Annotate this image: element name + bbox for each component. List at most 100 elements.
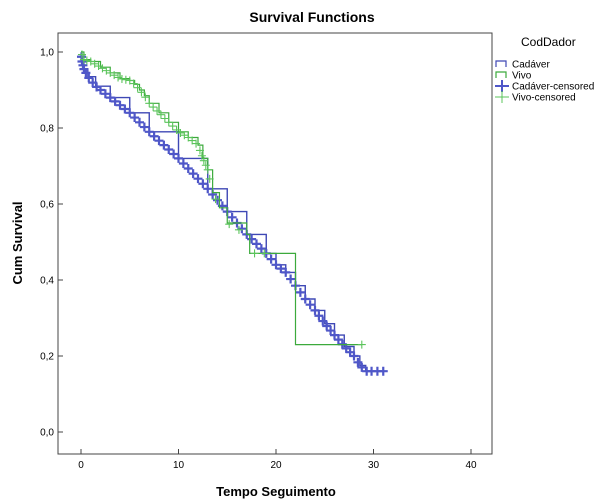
censored-marker [153, 106, 162, 115]
censored-marker [322, 321, 332, 331]
censored-marker [137, 88, 146, 97]
censored-marker [286, 274, 296, 284]
censored-marker [164, 118, 173, 127]
censored-marker [135, 117, 144, 127]
y-tick-label: 0,8 [40, 124, 54, 135]
censored-marker [133, 83, 142, 92]
censored-marker [149, 103, 158, 112]
censored-marker [225, 220, 234, 229]
legend-entry: Vivo [495, 71, 532, 82]
censored-marker [169, 149, 179, 159]
censored-marker [198, 179, 208, 189]
legend-entry: Vivo-censored [495, 91, 576, 104]
censored-marker [211, 195, 220, 204]
censored-marker [100, 89, 110, 99]
censored-marker [250, 249, 259, 258]
censored-marker [247, 234, 257, 244]
censored-marker [141, 93, 150, 102]
censored-marker [252, 239, 261, 249]
censored-marker [330, 330, 339, 340]
legend-entry: Cadáver [495, 60, 550, 71]
censored-marker [139, 122, 149, 132]
censored-marker [164, 145, 174, 155]
censored-marker [314, 311, 324, 321]
censored-marker [234, 225, 243, 234]
censored-marker [353, 357, 363, 367]
censored-marker [260, 249, 269, 258]
censored-marker [105, 93, 115, 103]
legend-label: Vivo-censored [512, 93, 576, 104]
censored-marker [378, 366, 388, 376]
x-tick-label: 30 [368, 460, 380, 471]
y-tick-label: 0,2 [40, 352, 54, 363]
censored-marker [174, 153, 183, 163]
censored-marker [318, 316, 328, 326]
censored-marker [333, 335, 343, 345]
series-vivo [77, 50, 366, 349]
legend-label: Cadáver [512, 60, 550, 71]
legend-title: CodDador [521, 35, 576, 49]
plot-area: 0 10 20 30 40 0,0 0,2 0,4 0,6 0,8 1,0 [40, 32, 493, 471]
censored-marker [121, 75, 130, 84]
censored-marker [130, 113, 140, 123]
censored-marker [160, 114, 169, 123]
censored-marker [178, 158, 188, 168]
legend-swatch [495, 91, 509, 103]
censored-marker [156, 110, 165, 119]
censored-marker [159, 140, 169, 150]
x-tick-label: 10 [173, 460, 185, 471]
censored-marker [110, 96, 120, 106]
censored-marker [193, 174, 203, 184]
x-tick-label: 40 [465, 460, 477, 471]
series-cadaver [76, 51, 388, 376]
chart-title: Survival Functions [249, 9, 374, 25]
legend-swatch [495, 80, 509, 92]
censored-marker [203, 184, 213, 194]
censored-marker [154, 136, 164, 146]
legend-label: Cadáver-censored [512, 82, 594, 93]
x-tick-label: 20 [270, 460, 282, 471]
censored-marker [120, 104, 130, 114]
x-axis: 0 10 20 30 40 [78, 449, 477, 471]
y-tick-label: 0,4 [40, 276, 54, 287]
censored-marker [96, 85, 105, 95]
censored-marker [117, 74, 126, 83]
censored-marker [82, 56, 91, 65]
censored-marker [77, 50, 86, 59]
y-axis-label: Cum Survival [10, 201, 25, 284]
censored-marker [183, 164, 193, 174]
censored-marker [201, 161, 210, 170]
plot-frame [57, 32, 493, 455]
censored-marker [310, 305, 320, 315]
legend-swatch [495, 60, 507, 67]
censored-marker [195, 146, 204, 155]
censored-marker [168, 122, 177, 131]
series-layer [76, 50, 388, 376]
x-tick-label: 0 [78, 460, 84, 471]
censored-marker [203, 165, 212, 174]
x-axis-label: Tempo Seguimento [216, 484, 336, 499]
censored-marker [125, 108, 135, 118]
censored-marker [349, 351, 359, 361]
censored-marker [266, 254, 276, 264]
censored-marker [357, 362, 367, 372]
censored-marker [149, 131, 159, 141]
legend-label: Vivo [512, 71, 532, 82]
censored-marker [205, 174, 214, 183]
censored-marker [192, 139, 201, 148]
y-tick-label: 0,6 [40, 200, 54, 211]
censored-marker [81, 68, 91, 78]
censored-marker [115, 100, 125, 110]
censored-marker [114, 73, 123, 82]
censored-marker [357, 340, 366, 349]
censored-marker [145, 99, 154, 108]
censored-marker [129, 79, 138, 88]
censored-marker [305, 300, 315, 310]
censored-marker [84, 73, 94, 83]
censored-marker [197, 151, 206, 160]
y-axis: 0,0 0,2 0,4 0,6 0,8 1,0 [40, 48, 63, 439]
censored-marker [188, 169, 198, 179]
censored-marker [256, 244, 266, 254]
